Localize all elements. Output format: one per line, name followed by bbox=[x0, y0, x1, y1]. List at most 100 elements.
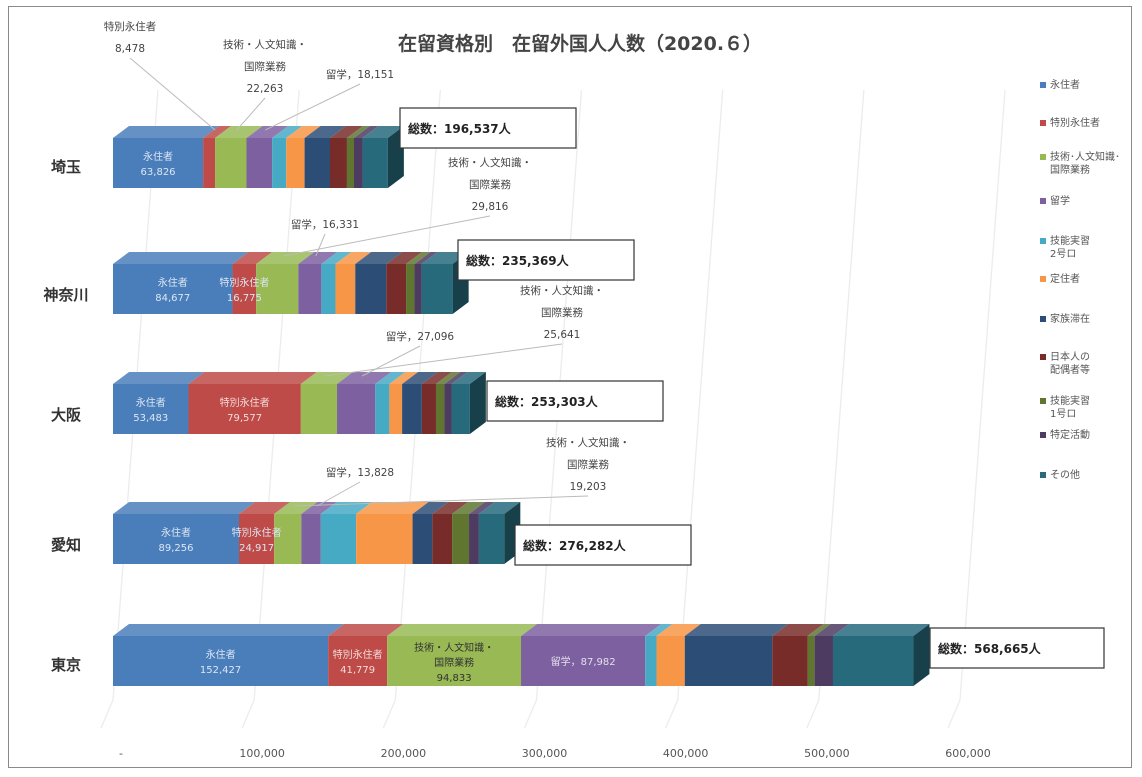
bar-segment bbox=[375, 372, 406, 434]
bar-segment-top bbox=[113, 502, 255, 514]
bar-segment bbox=[272, 126, 303, 188]
grid-layer: - 100,000 200,000 300,000 400,000 500,000 600,… bbox=[100, 89, 1006, 760]
bar-segment-top bbox=[215, 126, 263, 138]
legend-item: 特別永住者 bbox=[1040, 116, 1100, 129]
bar-segment-top bbox=[246, 126, 289, 138]
bar-segment-front bbox=[451, 384, 470, 434]
bar-segment-top bbox=[807, 624, 831, 636]
bar-segment-top bbox=[286, 126, 321, 138]
gridline bbox=[959, 89, 1006, 701]
bar-segment-top bbox=[362, 126, 404, 138]
bar-segment-top bbox=[232, 252, 273, 264]
bar-segment-front bbox=[113, 138, 204, 188]
bar-segment-front bbox=[389, 384, 403, 434]
bar-segment-top bbox=[684, 624, 789, 636]
legend-label: 留学 bbox=[1050, 194, 1070, 207]
callout-leader bbox=[324, 343, 563, 377]
callout-label: 国際業務 bbox=[469, 178, 511, 191]
bars-layer bbox=[113, 126, 930, 686]
bar-segment-front bbox=[274, 514, 302, 564]
legend-item: 特定活動 bbox=[1040, 428, 1090, 441]
bar-segment-front bbox=[521, 636, 646, 686]
bar-segment-front bbox=[335, 264, 356, 314]
legend-label: 技能実習 bbox=[1050, 234, 1090, 247]
legend-swatch bbox=[1040, 154, 1046, 160]
legend-label: その他 bbox=[1050, 468, 1080, 481]
segment-label: 永住者 bbox=[136, 396, 166, 409]
bar-segment bbox=[406, 252, 431, 314]
bar-segment-front bbox=[203, 138, 216, 188]
bar-segment-top bbox=[451, 372, 486, 384]
total-label: 総数：196,537人 bbox=[408, 121, 512, 136]
bar-segment-front bbox=[215, 138, 247, 188]
bar-segment bbox=[444, 372, 468, 434]
bar-segment-top bbox=[521, 624, 662, 636]
bar-segment-front bbox=[414, 264, 422, 314]
bar-segment-top bbox=[375, 372, 406, 384]
bar-segment-top bbox=[414, 252, 438, 264]
segment-label: 24,917 bbox=[239, 543, 274, 554]
bar-segment-top bbox=[412, 502, 449, 514]
bar-segment-front bbox=[256, 264, 299, 314]
legend-item: 永住者 bbox=[1040, 78, 1080, 91]
gridline bbox=[818, 89, 865, 701]
bar-segment-top bbox=[321, 252, 352, 264]
bar-segment-top bbox=[274, 502, 318, 514]
total-label: 総数：276,282人 bbox=[523, 538, 627, 553]
segment-label: 89,256 bbox=[158, 543, 193, 554]
segment-label: 152,427 bbox=[200, 665, 241, 676]
bar-segment bbox=[469, 502, 495, 564]
bar-segment-top bbox=[353, 126, 379, 138]
bar-segment-front bbox=[444, 384, 452, 434]
bar-segment-front bbox=[356, 514, 413, 564]
callout-leader bbox=[361, 345, 421, 377]
legend-swatch bbox=[1040, 354, 1046, 360]
bar-segment-top bbox=[402, 372, 438, 384]
bar-segment-top bbox=[421, 372, 452, 384]
bar-segment bbox=[256, 252, 315, 314]
bar-segment bbox=[389, 372, 419, 434]
x-tick-label: 500,000 bbox=[804, 747, 850, 760]
legend-swatch bbox=[1040, 398, 1046, 404]
bar-segment-top bbox=[355, 252, 403, 264]
callout-label: 技術・人文知識・ bbox=[520, 284, 604, 297]
segment-label: 53,483 bbox=[133, 413, 168, 424]
bar-segment bbox=[521, 624, 662, 686]
segment-label: 特別永住者 bbox=[219, 276, 269, 289]
total-box bbox=[929, 627, 1105, 669]
category-label: 神奈川 bbox=[43, 286, 88, 304]
x-tick-label: 400,000 bbox=[663, 747, 709, 760]
bar-segment-top bbox=[421, 252, 469, 264]
bar-segment-top bbox=[337, 372, 392, 384]
bar-segment-front bbox=[321, 264, 336, 314]
callout-label: 8,478 bbox=[115, 43, 145, 55]
callout-label: 留学，13,828 bbox=[326, 466, 394, 479]
bar-segment bbox=[684, 624, 789, 686]
bar-segment bbox=[402, 372, 438, 434]
bar-segment-front bbox=[188, 384, 301, 434]
callout-label: 技術・人文知識・ bbox=[546, 436, 630, 449]
legend-swatch bbox=[1040, 432, 1046, 438]
bar-segment-top bbox=[304, 126, 346, 138]
callout-leader bbox=[283, 215, 491, 257]
bar-segment-front bbox=[301, 514, 321, 564]
gridline-floor bbox=[806, 699, 820, 729]
callout-label: 技術・人文知識・ bbox=[448, 156, 532, 169]
bar-segment bbox=[298, 252, 338, 314]
bar-segment-top bbox=[387, 624, 538, 636]
bar-segment bbox=[772, 624, 824, 686]
bar-segment-top bbox=[272, 126, 303, 138]
bar-segment bbox=[286, 126, 321, 188]
bar-segment-front bbox=[684, 636, 773, 686]
category-label: 大阪 bbox=[51, 406, 82, 424]
bar-segment-front bbox=[435, 384, 445, 434]
bar-segment-top bbox=[113, 372, 205, 384]
legend-label: 特別永住者 bbox=[1050, 116, 1100, 129]
bar-segment-top bbox=[113, 624, 345, 636]
gridline bbox=[677, 89, 724, 701]
bar-segment bbox=[300, 372, 354, 434]
bar-segment-front bbox=[452, 514, 470, 564]
bar-segment bbox=[421, 252, 469, 314]
